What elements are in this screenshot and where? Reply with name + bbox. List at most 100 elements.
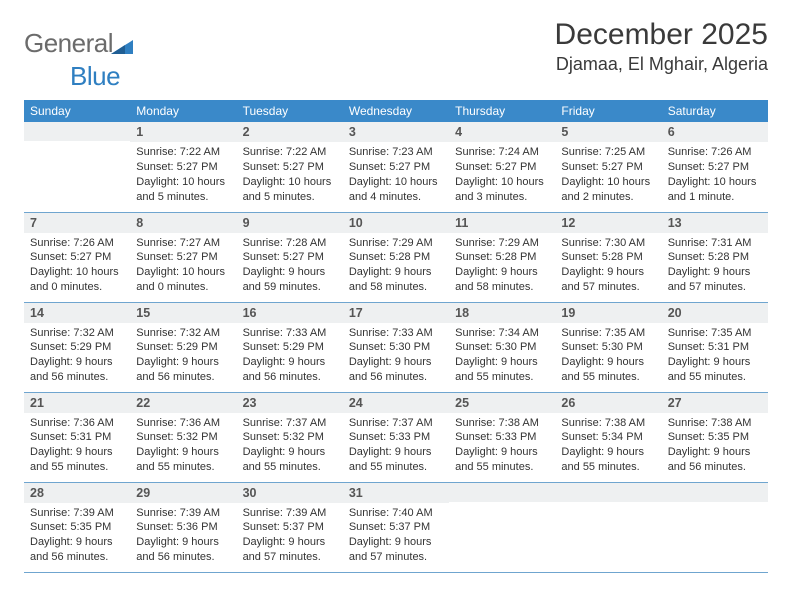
brand-part1: General [24, 28, 113, 58]
day-number: 16 [237, 303, 343, 323]
day-number: 25 [449, 393, 555, 413]
sunset-line: Sunset: 5:27 PM [243, 160, 337, 175]
daylight-line: Daylight: 9 hours and 56 minutes. [243, 355, 337, 385]
calendar-day-cell [24, 122, 130, 212]
sunrise-line: Sunrise: 7:35 AM [561, 326, 655, 341]
sunset-line: Sunset: 5:28 PM [561, 250, 655, 265]
daylight-line: Daylight: 9 hours and 56 minutes. [136, 535, 230, 565]
calendar-day-cell: 28Sunrise: 7:39 AMSunset: 5:35 PMDayligh… [24, 482, 130, 572]
weekday-header: Wednesday [343, 100, 449, 122]
day-details: Sunrise: 7:29 AMSunset: 5:28 PMDaylight:… [449, 233, 555, 301]
calendar-week-row: 28Sunrise: 7:39 AMSunset: 5:35 PMDayligh… [24, 482, 768, 572]
daylight-line: Daylight: 10 hours and 1 minute. [668, 175, 762, 205]
sunrise-line: Sunrise: 7:37 AM [349, 416, 443, 431]
day-details: Sunrise: 7:28 AMSunset: 5:27 PMDaylight:… [237, 233, 343, 301]
day-details: Sunrise: 7:36 AMSunset: 5:32 PMDaylight:… [130, 413, 236, 481]
day-details: Sunrise: 7:24 AMSunset: 5:27 PMDaylight:… [449, 142, 555, 210]
calendar-day-cell: 9Sunrise: 7:28 AMSunset: 5:27 PMDaylight… [237, 212, 343, 302]
daylight-line: Daylight: 9 hours and 56 minutes. [30, 535, 124, 565]
calendar-day-cell: 25Sunrise: 7:38 AMSunset: 5:33 PMDayligh… [449, 392, 555, 482]
calendar-day-cell: 21Sunrise: 7:36 AMSunset: 5:31 PMDayligh… [24, 392, 130, 482]
sunset-line: Sunset: 5:36 PM [136, 520, 230, 535]
daylight-line: Daylight: 9 hours and 55 minutes. [349, 445, 443, 475]
day-number: 17 [343, 303, 449, 323]
sunrise-line: Sunrise: 7:33 AM [243, 326, 337, 341]
weekday-header: Thursday [449, 100, 555, 122]
sunrise-line: Sunrise: 7:28 AM [243, 236, 337, 251]
day-number: 18 [449, 303, 555, 323]
sunrise-line: Sunrise: 7:22 AM [243, 145, 337, 160]
daylight-line: Daylight: 9 hours and 55 minutes. [668, 355, 762, 385]
day-number: 26 [555, 393, 661, 413]
day-details: Sunrise: 7:31 AMSunset: 5:28 PMDaylight:… [662, 233, 768, 301]
daylight-line: Daylight: 9 hours and 58 minutes. [349, 265, 443, 295]
sunrise-line: Sunrise: 7:36 AM [136, 416, 230, 431]
calendar-day-cell: 14Sunrise: 7:32 AMSunset: 5:29 PMDayligh… [24, 302, 130, 392]
day-details: Sunrise: 7:33 AMSunset: 5:29 PMDaylight:… [237, 323, 343, 391]
sunset-line: Sunset: 5:30 PM [455, 340, 549, 355]
daylight-line: Daylight: 9 hours and 55 minutes. [455, 355, 549, 385]
daylight-line: Daylight: 9 hours and 55 minutes. [30, 445, 124, 475]
sunset-line: Sunset: 5:27 PM [561, 160, 655, 175]
day-details: Sunrise: 7:26 AMSunset: 5:27 PMDaylight:… [24, 233, 130, 301]
day-details: Sunrise: 7:22 AMSunset: 5:27 PMDaylight:… [130, 142, 236, 210]
day-details: Sunrise: 7:38 AMSunset: 5:33 PMDaylight:… [449, 413, 555, 481]
daylight-line: Daylight: 9 hours and 57 minutes. [243, 535, 337, 565]
calendar-day-cell: 1Sunrise: 7:22 AMSunset: 5:27 PMDaylight… [130, 122, 236, 212]
sunrise-line: Sunrise: 7:32 AM [30, 326, 124, 341]
day-details: Sunrise: 7:33 AMSunset: 5:30 PMDaylight:… [343, 323, 449, 391]
day-number: 29 [130, 483, 236, 503]
sunrise-line: Sunrise: 7:33 AM [349, 326, 443, 341]
title-block: December 2025 Djamaa, El Mghair, Algeria [555, 18, 768, 75]
day-number: 22 [130, 393, 236, 413]
daylight-line: Daylight: 9 hours and 57 minutes. [349, 535, 443, 565]
sunset-line: Sunset: 5:27 PM [455, 160, 549, 175]
daylight-line: Daylight: 9 hours and 57 minutes. [561, 265, 655, 295]
sunrise-line: Sunrise: 7:25 AM [561, 145, 655, 160]
calendar-day-cell [555, 482, 661, 572]
day-number: 14 [24, 303, 130, 323]
brand-logo: GeneralBlue [24, 18, 134, 92]
day-number: 1 [130, 122, 236, 142]
sunrise-line: Sunrise: 7:31 AM [668, 236, 762, 251]
sunrise-line: Sunrise: 7:39 AM [30, 506, 124, 521]
day-number: 30 [237, 483, 343, 503]
sunset-line: Sunset: 5:30 PM [349, 340, 443, 355]
sunrise-line: Sunrise: 7:37 AM [243, 416, 337, 431]
calendar-day-cell: 15Sunrise: 7:32 AMSunset: 5:29 PMDayligh… [130, 302, 236, 392]
daylight-line: Daylight: 10 hours and 3 minutes. [455, 175, 549, 205]
calendar-day-cell: 10Sunrise: 7:29 AMSunset: 5:28 PMDayligh… [343, 212, 449, 302]
sunset-line: Sunset: 5:30 PM [561, 340, 655, 355]
daylight-line: Daylight: 10 hours and 0 minutes. [136, 265, 230, 295]
sunset-line: Sunset: 5:27 PM [243, 250, 337, 265]
sunset-line: Sunset: 5:31 PM [668, 340, 762, 355]
sunrise-line: Sunrise: 7:40 AM [349, 506, 443, 521]
daylight-line: Daylight: 10 hours and 4 minutes. [349, 175, 443, 205]
sunset-line: Sunset: 5:28 PM [668, 250, 762, 265]
sunset-line: Sunset: 5:27 PM [136, 160, 230, 175]
brand-part2: Blue [70, 61, 120, 91]
sunrise-line: Sunrise: 7:23 AM [349, 145, 443, 160]
sunset-line: Sunset: 5:27 PM [349, 160, 443, 175]
sunrise-line: Sunrise: 7:38 AM [561, 416, 655, 431]
day-number: 9 [237, 213, 343, 233]
calendar-page: GeneralBlue December 2025 Djamaa, El Mgh… [0, 0, 792, 591]
calendar-week-row: 1Sunrise: 7:22 AMSunset: 5:27 PMDaylight… [24, 122, 768, 212]
sunrise-line: Sunrise: 7:29 AM [455, 236, 549, 251]
day-number [555, 483, 661, 502]
day-details: Sunrise: 7:34 AMSunset: 5:30 PMDaylight:… [449, 323, 555, 391]
day-number: 21 [24, 393, 130, 413]
day-number [449, 483, 555, 502]
brand-mark-icon [111, 30, 133, 61]
day-number: 19 [555, 303, 661, 323]
sunrise-line: Sunrise: 7:38 AM [455, 416, 549, 431]
daylight-line: Daylight: 9 hours and 55 minutes. [136, 445, 230, 475]
day-details: Sunrise: 7:36 AMSunset: 5:31 PMDaylight:… [24, 413, 130, 481]
calendar-day-cell: 22Sunrise: 7:36 AMSunset: 5:32 PMDayligh… [130, 392, 236, 482]
sunset-line: Sunset: 5:29 PM [243, 340, 337, 355]
weekday-header-row: Sunday Monday Tuesday Wednesday Thursday… [24, 100, 768, 122]
weekday-header: Sunday [24, 100, 130, 122]
sunset-line: Sunset: 5:31 PM [30, 430, 124, 445]
sunset-line: Sunset: 5:37 PM [243, 520, 337, 535]
day-details: Sunrise: 7:32 AMSunset: 5:29 PMDaylight:… [130, 323, 236, 391]
